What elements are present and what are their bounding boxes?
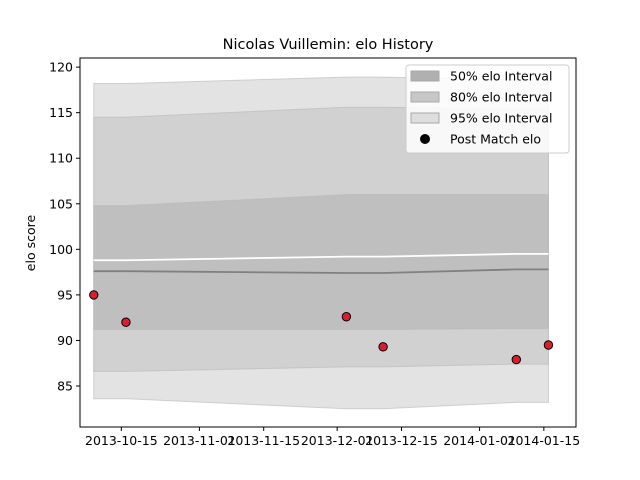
y-tick-label: 120 xyxy=(49,60,73,75)
upper-white-line xyxy=(93,252,549,262)
interval-bands xyxy=(93,76,549,410)
post-match-points xyxy=(89,290,554,365)
y-tick-label: 95 xyxy=(57,287,73,302)
x-tick-label: 2013-11-01 xyxy=(163,433,236,448)
mean-elo-line xyxy=(93,268,549,274)
legend-marker xyxy=(420,134,430,144)
x-tick-label: 2013-11-15 xyxy=(227,433,300,448)
y-tick-label: 90 xyxy=(57,333,73,348)
post-match-point xyxy=(378,342,388,352)
plot-frame xyxy=(79,57,577,428)
y-tick-label: 85 xyxy=(57,379,73,394)
post-match-point xyxy=(121,317,131,327)
y-tick-label: 110 xyxy=(49,151,73,166)
chart-title: Nicolas Vuillemin: elo History xyxy=(223,37,434,53)
post-match-point xyxy=(511,354,521,365)
post-match-point xyxy=(89,290,99,300)
x-tick-label: 2014-01-01 xyxy=(443,433,516,448)
legend-label: 80% elo Interval xyxy=(450,90,552,105)
post-match-point xyxy=(543,340,554,350)
elo-lines xyxy=(93,252,549,274)
x-tick-label: 2013-12-01 xyxy=(301,433,374,448)
x-tick-label: 2014-01-15 xyxy=(508,433,581,448)
y-axis-ticks: 85 90 95 100 105 110 115 120 xyxy=(49,60,80,394)
y-tick-label: 105 xyxy=(49,196,73,211)
interval-band-2 xyxy=(93,194,549,331)
x-tick-label: 2013-10-15 xyxy=(85,433,158,448)
post-match-point xyxy=(341,312,352,322)
legend: 50% elo Interval 80% elo Interval 95% elo … xyxy=(405,64,570,154)
legend-swatch xyxy=(410,112,440,124)
legend-label: 95% elo Interval xyxy=(450,111,552,126)
y-tick-label: 100 xyxy=(49,242,73,257)
x-tick-label: 2013-12-15 xyxy=(365,433,438,448)
legend-label: 50% elo Interval xyxy=(450,69,552,84)
y-axis-label: elo score xyxy=(23,215,38,272)
legend-label: Post Match elo xyxy=(450,132,541,147)
legend-swatch xyxy=(410,70,440,82)
y-tick-label: 115 xyxy=(49,105,73,120)
legend-box xyxy=(405,64,570,154)
legend-swatch xyxy=(410,91,440,103)
